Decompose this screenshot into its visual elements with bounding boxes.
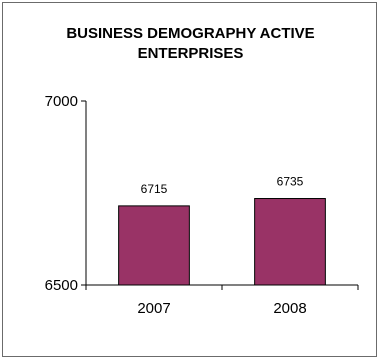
chart-frame: BUSINESS DEMOGRAPHY ACTIVE ENTERPRISES [2, 2, 377, 357]
data-label: 6715 [141, 182, 168, 196]
x-tick-label: 2008 [273, 300, 306, 317]
chart-title: BUSINESS DEMOGRAPHY ACTIVE ENTERPRISES [66, 25, 315, 62]
x-tick-label: 2007 [137, 300, 170, 317]
y-tick-label: 7000 [45, 93, 78, 110]
bar [118, 205, 190, 286]
chart-bars [118, 198, 326, 286]
chart-labels: 6500 7000 6715 2007 6735 2008 [45, 93, 307, 317]
y-tick-label: 6500 [45, 277, 78, 294]
data-label: 6735 [277, 175, 304, 189]
bar [254, 198, 326, 286]
